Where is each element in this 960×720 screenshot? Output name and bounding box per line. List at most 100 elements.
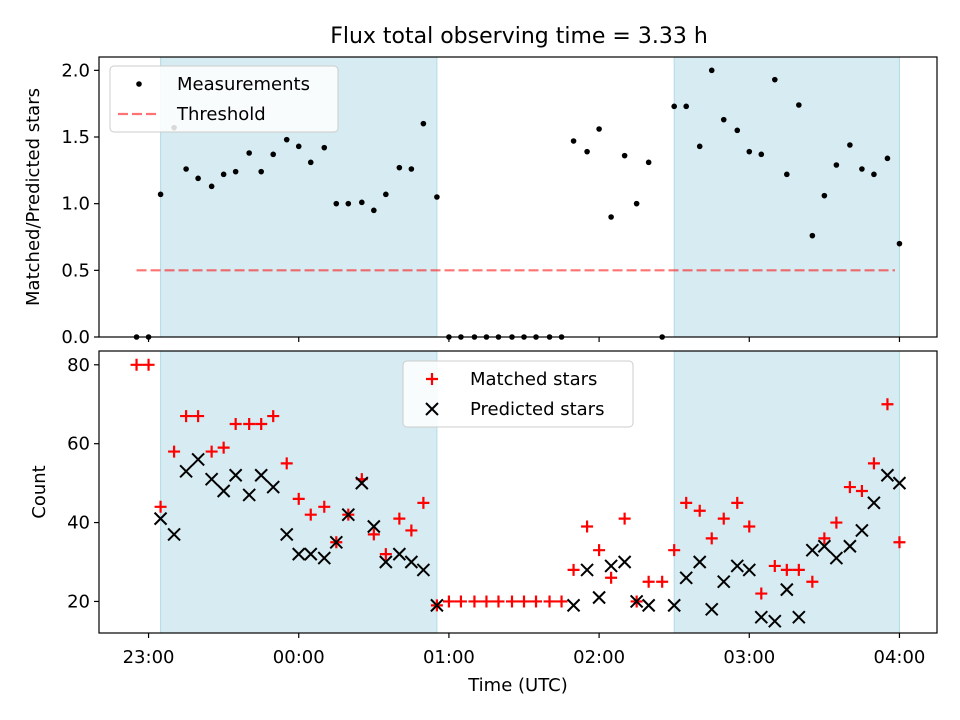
predicted-stars-point [304, 547, 318, 561]
measurement-point [758, 151, 765, 158]
matched-stars-point [555, 595, 568, 608]
measurement-point [220, 171, 227, 178]
predicted-stars-point [780, 582, 794, 597]
predicted-stars-point [693, 555, 707, 569]
measurement-point [734, 127, 741, 134]
measurement-point [157, 191, 164, 198]
legend-label-measurements: Measurements [177, 74, 310, 95]
y-tick-label: 40 [67, 513, 90, 534]
predicted-stars-point [792, 610, 806, 624]
matched-stars-point [154, 500, 167, 513]
matched-stars-point [405, 524, 418, 537]
matched-stars-point [755, 587, 768, 600]
predicted-stars-point [617, 555, 632, 569]
matched-stars-point [668, 544, 681, 557]
measurement-point [809, 232, 816, 239]
measurements-series [133, 67, 903, 340]
y-tick-label: 2.0 [61, 60, 90, 81]
matched-stars-point [205, 445, 218, 458]
measurement-point [896, 240, 903, 247]
matched-stars-point [267, 410, 280, 423]
legend-marker-measurements [136, 81, 142, 87]
matched-stars-point [593, 544, 606, 557]
x-tick-label: 00:00 [273, 647, 325, 668]
measurement-point [772, 76, 778, 83]
matched-stars-point [731, 496, 744, 509]
measurement-point [383, 191, 389, 198]
shaded-interval-1 [673, 56, 900, 338]
measurement-point [821, 192, 828, 199]
matched-stars-point [567, 563, 580, 576]
measurement-point [283, 136, 290, 143]
predicted-stars-point [167, 527, 181, 542]
legend-box [402, 360, 634, 428]
predicted-stars-point [679, 571, 693, 585]
x-tick-label: 03:00 [723, 647, 775, 668]
predicted-stars-point [416, 563, 431, 577]
matched-stars-point [492, 595, 505, 608]
matched-stars-point [530, 595, 543, 608]
matched-stars-point [792, 563, 805, 576]
y-tick-label: 0.5 [61, 260, 90, 281]
matched-stars-point [417, 496, 430, 509]
matched-stars-point [379, 548, 392, 561]
legend-box [109, 65, 339, 133]
measurement-point [307, 159, 314, 166]
x-axis-label: Time (UTC) [467, 675, 568, 696]
measurement-point [345, 200, 352, 207]
measurement-point [270, 151, 277, 158]
matched-stars-point [830, 516, 843, 529]
matched-stars-point [505, 595, 518, 608]
predicted-stars-point [280, 527, 294, 542]
predicted-stars-point [216, 484, 231, 498]
matched-stars-point [480, 595, 493, 608]
y-axis-label: Matched/Predicted stars [23, 88, 44, 306]
x-tick-label: 02:00 [573, 647, 625, 668]
predicted-stars-point [880, 468, 895, 482]
matched-stars-point [618, 512, 631, 525]
measurement-point [608, 214, 614, 220]
predicted-stars-point [341, 507, 356, 522]
matched-stars-point [180, 410, 193, 423]
predicted-stars-point [892, 476, 907, 490]
predicted-stars-point [355, 476, 369, 490]
predicted-stars-point [667, 598, 681, 613]
legend-label-matched: Matched stars [470, 369, 597, 390]
legend-label-predicted: Predicted stars [470, 399, 604, 420]
predicted-stars-point [329, 535, 343, 549]
matched-stars-point [318, 500, 331, 513]
measurement-point [884, 155, 891, 162]
predicted-stars-point [730, 559, 744, 573]
measurement-point [321, 144, 328, 151]
predicted-stars-point [254, 468, 268, 482]
matched-stars-point [142, 358, 155, 371]
legend: Matched stars Predicted stars [402, 360, 634, 428]
x-tick-label: 04:00 [874, 647, 926, 668]
matched-stars-point [693, 504, 706, 517]
matched-stars-point [867, 457, 880, 470]
matched-stars-point [893, 536, 906, 549]
predicted-stars-point [829, 551, 844, 565]
measurement-point [633, 200, 640, 207]
ratio-plot-frame [98, 56, 938, 338]
predicted-stars-point [404, 555, 419, 569]
matched-stars-point [217, 441, 230, 454]
measurement-point [408, 166, 415, 172]
predicted-stars-point [392, 547, 407, 561]
measurement-point [434, 194, 440, 200]
measurement-point [621, 152, 628, 159]
matched-stars-point [393, 512, 406, 525]
measurement-point [746, 148, 753, 155]
measurement-point [258, 168, 264, 175]
measurement-point [208, 183, 215, 190]
legend: Measurements Threshold [109, 65, 339, 133]
y-tick-label: 0.0 [61, 327, 90, 348]
predicted-stars-point [580, 563, 594, 577]
predicted-stars-point [754, 610, 768, 624]
matched-stars-point [743, 520, 756, 533]
predicted-stars-point [867, 496, 881, 510]
matched-stars-point [130, 358, 143, 371]
measurement-point [671, 103, 677, 110]
measurement-point [847, 142, 853, 148]
